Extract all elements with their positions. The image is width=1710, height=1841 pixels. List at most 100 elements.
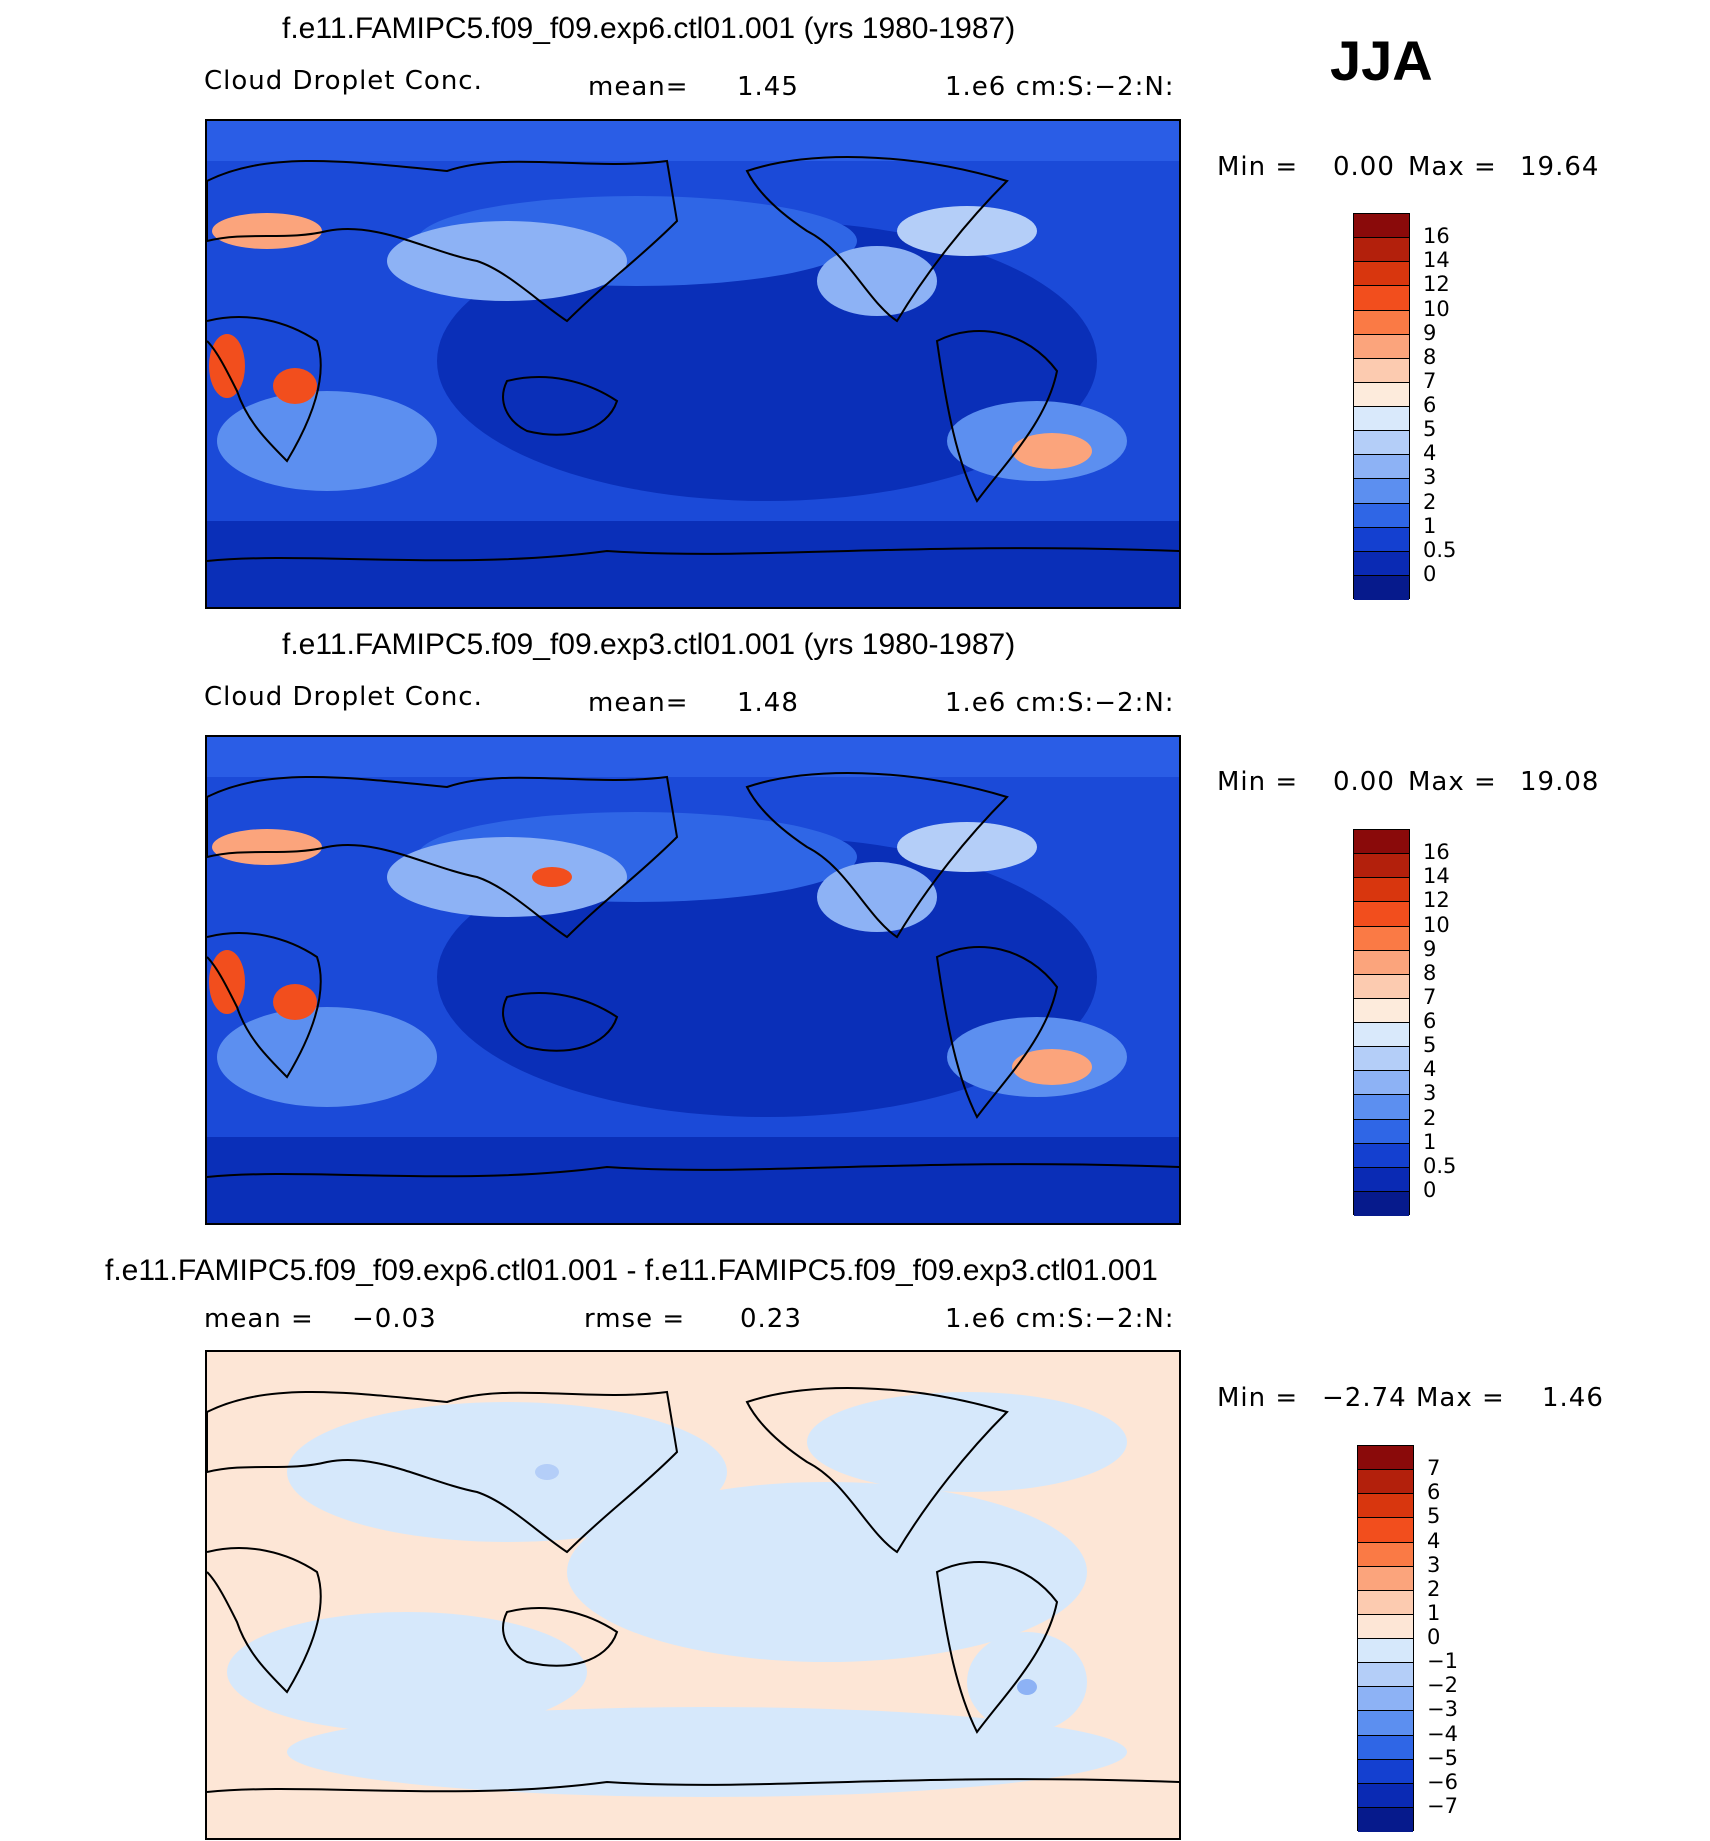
colorbar-label: 0 bbox=[1427, 1625, 1441, 1649]
colorbar-swatch bbox=[1354, 503, 1409, 528]
colorbar-label: 14 bbox=[1423, 248, 1450, 273]
colorbar-swatch bbox=[1354, 382, 1409, 407]
panel-3-title: f.e11.FAMIPC5.f09_f09.exp6.ctl01.001 - f… bbox=[105, 1254, 1158, 1287]
colorbar-swatch bbox=[1354, 950, 1409, 975]
colorbar-swatch bbox=[1358, 1663, 1413, 1688]
colorbar-label: 3 bbox=[1423, 1081, 1437, 1106]
panel-2-variable: Cloud Droplet Conc. bbox=[204, 682, 483, 712]
panel-2-min-label: Min = bbox=[1217, 767, 1299, 797]
panel-3-units: 1.e6 cm:S:−2:N: bbox=[945, 1304, 1175, 1334]
colorbar-label: 1 bbox=[1423, 1129, 1437, 1154]
panel-1-map bbox=[205, 119, 1181, 609]
panel-3-colorbar bbox=[1357, 1445, 1414, 1832]
colorbar-label: 0 bbox=[1423, 1177, 1437, 1202]
colorbar-swatch bbox=[1354, 286, 1409, 311]
colorbar-label: −3 bbox=[1427, 1697, 1458, 1722]
colorbar-swatch bbox=[1358, 1518, 1413, 1543]
colorbar-label: −5 bbox=[1427, 1745, 1458, 1770]
colorbar-swatch bbox=[1354, 575, 1409, 600]
panel-2-max-label: Max = bbox=[1408, 767, 1497, 797]
colorbar-swatch bbox=[1354, 455, 1409, 480]
colorbar-label: 16 bbox=[1423, 224, 1450, 249]
colorbar-swatch bbox=[1354, 830, 1409, 855]
colorbar-label: 4 bbox=[1423, 441, 1437, 466]
panel-1-mean-value: 1.45 bbox=[737, 72, 799, 102]
panel-3-rmse-label: rmse = bbox=[584, 1304, 686, 1334]
colorbar-swatch bbox=[1354, 431, 1409, 456]
colorbar-label: −7 bbox=[1427, 1793, 1458, 1818]
colorbar-label: 5 bbox=[1423, 1033, 1437, 1058]
panel-1-title: f.e11.FAMIPC5.f09_f09.exp6.ctl01.001 (yr… bbox=[282, 12, 1016, 45]
colorbar-label: 12 bbox=[1423, 272, 1450, 297]
colorbar-label: 10 bbox=[1423, 296, 1450, 321]
colorbar-label: 12 bbox=[1423, 888, 1450, 913]
panel-3-min-label: Min = bbox=[1217, 1383, 1299, 1413]
colorbar-label: 2 bbox=[1423, 1105, 1437, 1130]
panel-3-max-label: Max = bbox=[1416, 1383, 1505, 1413]
colorbar-label: 1 bbox=[1423, 513, 1437, 538]
colorbar-label: 2 bbox=[1427, 1576, 1441, 1601]
colorbar-label: 0.5 bbox=[1423, 537, 1457, 562]
colorbar-swatch bbox=[1358, 1735, 1413, 1760]
panel-3-mean-label: mean = bbox=[204, 1304, 314, 1334]
panel-2-units: 1.e6 cm:S:−2:N: bbox=[945, 688, 1175, 718]
colorbar-swatch bbox=[1354, 358, 1409, 383]
colorbar-label: 0 bbox=[1423, 561, 1437, 586]
colorbar-swatch bbox=[1354, 334, 1409, 359]
colorbar-swatch bbox=[1354, 262, 1409, 287]
colorbar-label: 16 bbox=[1423, 840, 1450, 865]
colorbar-label: 3 bbox=[1427, 1552, 1441, 1577]
panel-3-max-value: 1.46 bbox=[1542, 1383, 1604, 1413]
colorbar-label: 7 bbox=[1423, 984, 1437, 1009]
panel-2-mean-label: mean= bbox=[588, 688, 689, 718]
colorbar-label: 5 bbox=[1423, 417, 1437, 442]
colorbar-label: 0.5 bbox=[1423, 1153, 1457, 1178]
panel-1-min-value: 0.00 bbox=[1333, 152, 1395, 182]
colorbar-swatch bbox=[1358, 1470, 1413, 1495]
panel-1-colorbar bbox=[1353, 213, 1410, 600]
panel-1-units: 1.e6 cm:S:−2:N: bbox=[945, 72, 1175, 102]
colorbar-label: −1 bbox=[1427, 1649, 1458, 1674]
panel-3-mean-value: −0.03 bbox=[352, 1304, 437, 1334]
colorbar-label: 5 bbox=[1427, 1504, 1441, 1529]
colorbar-label: 7 bbox=[1427, 1456, 1441, 1481]
panel-1-min-label: Min = bbox=[1217, 152, 1299, 182]
colorbar-label: 9 bbox=[1423, 936, 1437, 961]
colorbar-swatch bbox=[1354, 1095, 1409, 1120]
colorbar-swatch bbox=[1354, 238, 1409, 263]
colorbar-swatch bbox=[1354, 1047, 1409, 1072]
colorbar-label: 10 bbox=[1423, 912, 1450, 937]
colorbar-swatch bbox=[1354, 1191, 1409, 1216]
colorbar-swatch bbox=[1358, 1639, 1413, 1664]
colorbar-swatch bbox=[1358, 1687, 1413, 1712]
colorbar-swatch bbox=[1354, 1023, 1409, 1048]
colorbar-swatch bbox=[1354, 854, 1409, 879]
colorbar-swatch bbox=[1354, 1167, 1409, 1192]
colorbar-label: 3 bbox=[1423, 465, 1437, 490]
colorbar-swatch bbox=[1354, 974, 1409, 999]
colorbar-label: 1 bbox=[1427, 1600, 1441, 1625]
colorbar-swatch bbox=[1354, 407, 1409, 432]
panel-3-map-graphic bbox=[207, 1352, 1179, 1838]
panel-1-variable: Cloud Droplet Conc. bbox=[204, 66, 483, 96]
colorbar-swatch bbox=[1354, 998, 1409, 1023]
colorbar-swatch bbox=[1358, 1446, 1413, 1471]
colorbar-label: 7 bbox=[1423, 368, 1437, 393]
panel-2-title: f.e11.FAMIPC5.f09_f09.exp3.ctl01.001 (yr… bbox=[282, 628, 1016, 661]
colorbar-swatch bbox=[1358, 1711, 1413, 1736]
colorbar-swatch bbox=[1354, 479, 1409, 504]
panel-2-map-graphic bbox=[207, 737, 1179, 1223]
colorbar-label: 2 bbox=[1423, 489, 1437, 514]
colorbar-swatch bbox=[1354, 926, 1409, 951]
colorbar-swatch bbox=[1354, 310, 1409, 335]
colorbar-label: −2 bbox=[1427, 1673, 1458, 1698]
colorbar-swatch bbox=[1358, 1566, 1413, 1591]
colorbar-label: −4 bbox=[1427, 1721, 1458, 1746]
colorbar-label: −6 bbox=[1427, 1769, 1458, 1794]
colorbar-swatch bbox=[1354, 1119, 1409, 1144]
panel-1-max-label: Max = bbox=[1408, 152, 1497, 182]
colorbar-swatch bbox=[1354, 878, 1409, 903]
colorbar-label: 8 bbox=[1423, 960, 1437, 985]
colorbar-label: 4 bbox=[1427, 1528, 1441, 1553]
panel-1-max-value: 19.64 bbox=[1520, 152, 1600, 182]
